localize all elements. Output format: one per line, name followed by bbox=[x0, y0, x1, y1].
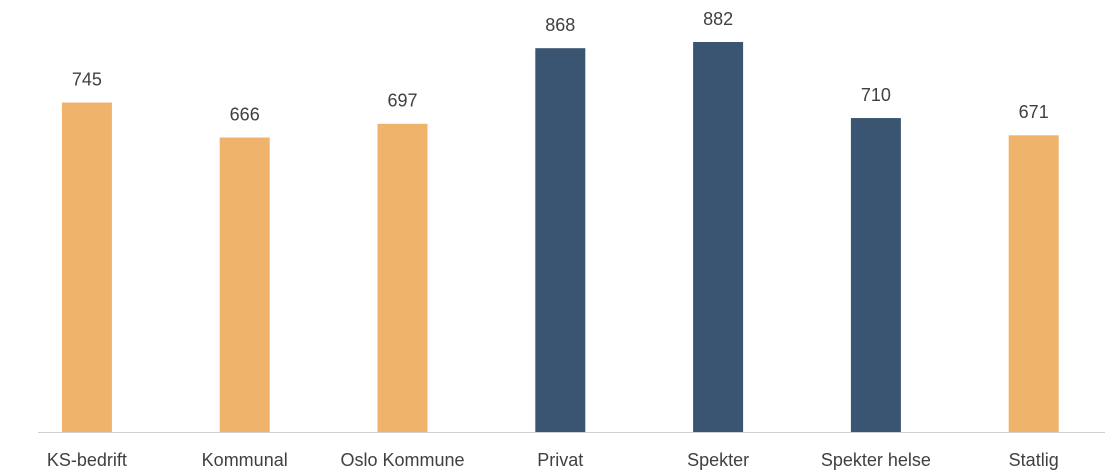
x-tick-label: Statlig bbox=[1009, 450, 1059, 470]
x-tick-label: Spekter helse bbox=[821, 450, 931, 470]
value-label: 868 bbox=[545, 15, 575, 35]
value-label: 710 bbox=[861, 85, 891, 105]
bar bbox=[850, 118, 901, 433]
x-tick-label: Privat bbox=[537, 450, 583, 470]
x-tick-label: KS-bedrift bbox=[47, 450, 127, 470]
value-label: 697 bbox=[387, 91, 417, 111]
x-tick-label: Oslo Kommune bbox=[340, 450, 464, 470]
bar bbox=[693, 42, 744, 432]
x-tick-label: Kommunal bbox=[202, 450, 288, 470]
x-tick-label: Spekter bbox=[687, 450, 749, 470]
value-label: 745 bbox=[72, 69, 102, 89]
value-label: 882 bbox=[703, 9, 733, 29]
bar bbox=[377, 123, 428, 432]
value-label: 666 bbox=[230, 104, 260, 124]
bar bbox=[1008, 135, 1059, 432]
value-label: 671 bbox=[1019, 102, 1049, 122]
bar bbox=[61, 102, 112, 432]
bar bbox=[219, 137, 270, 433]
bar bbox=[535, 48, 586, 432]
